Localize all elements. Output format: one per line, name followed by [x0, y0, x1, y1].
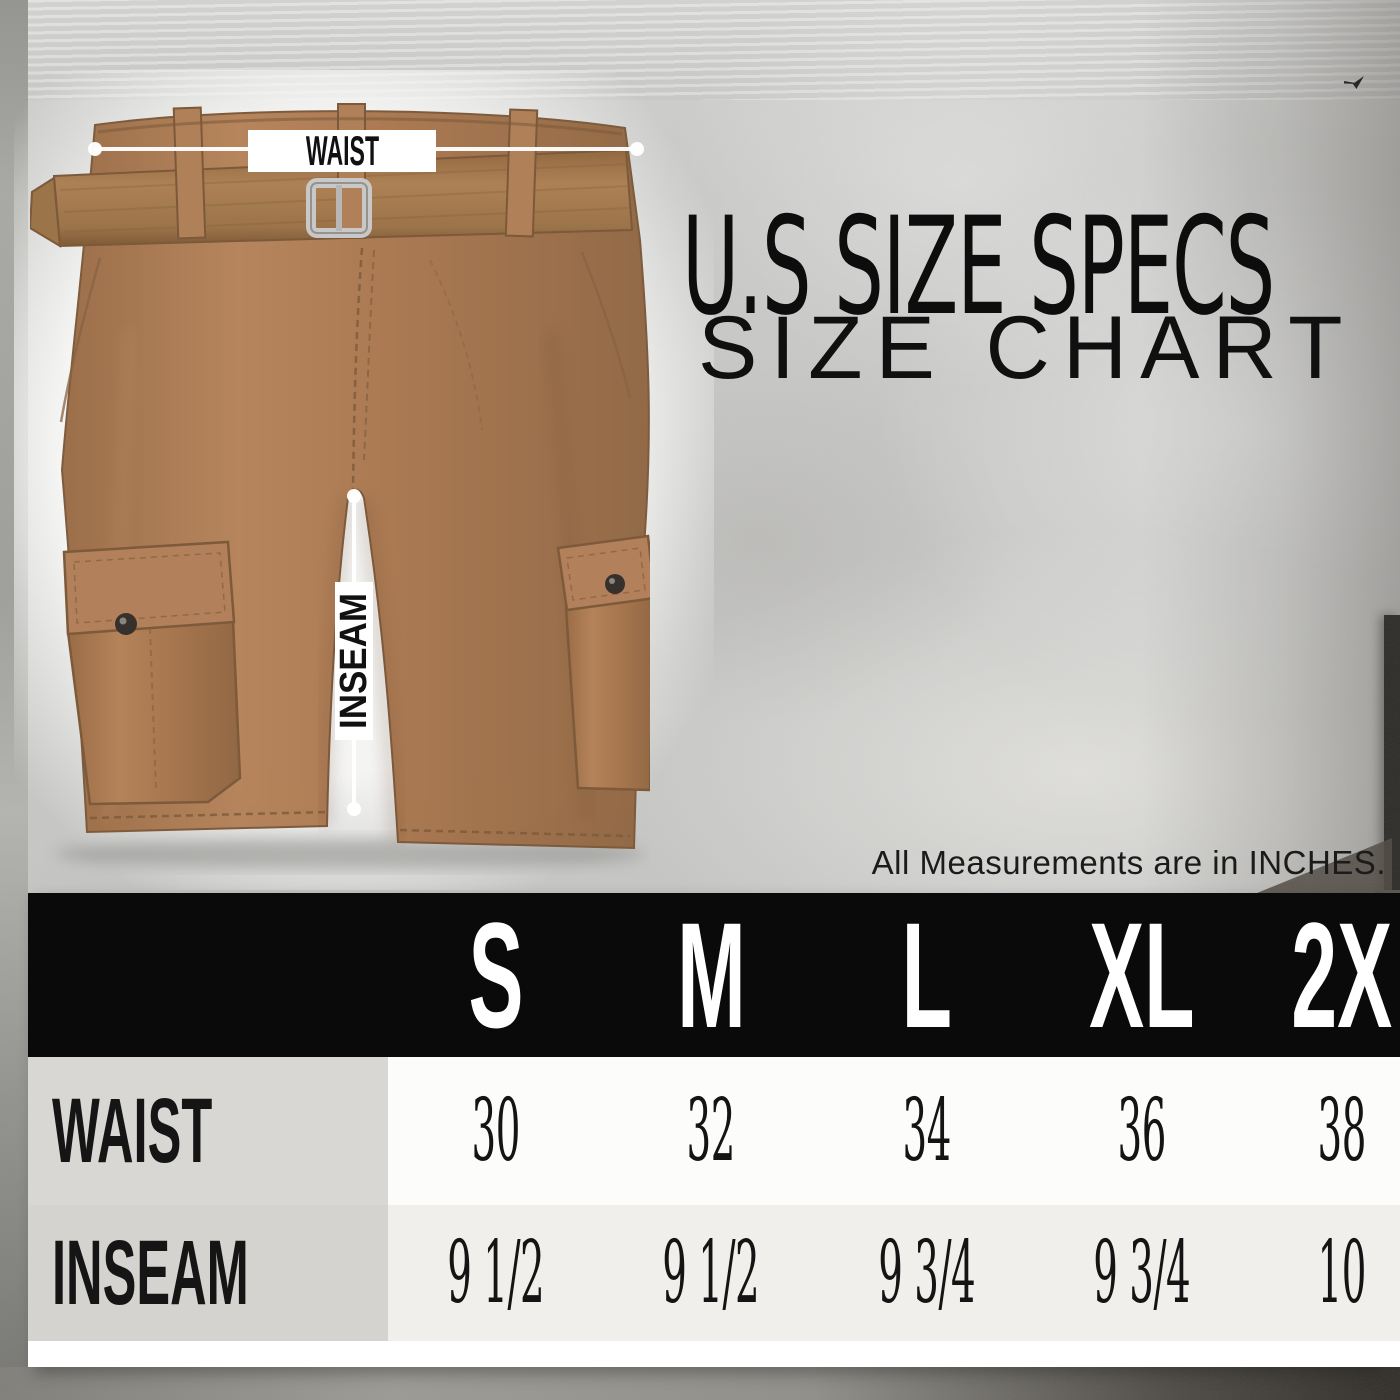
inseam-measure-dot-top	[347, 489, 361, 503]
background-bottom-edge	[0, 1367, 1400, 1400]
table-header-size-s: S	[388, 893, 604, 1057]
inseam-value-m: 9 1/2	[603, 1205, 819, 1341]
inseam-value-l: 9 3/4	[818, 1205, 1035, 1341]
size-chart-table: S M L XL 2X 3X WAIST 30 32 34 36 38 40 I…	[28, 893, 1400, 1367]
inseam-measure-dot-bottom	[347, 802, 361, 816]
inseam-measure-label-box: INSEAM	[333, 582, 376, 740]
inseam-value-2x: 10	[1249, 1205, 1400, 1341]
table-header-size-m: M	[603, 893, 819, 1057]
product-diagram-shorts: WAIST INSEAM	[28, 90, 657, 875]
cargo-shorts-illustration	[28, 103, 657, 869]
table-footer-strip	[28, 1341, 1400, 1367]
waist-measure-label: WAIST	[305, 127, 379, 174]
inseam-measure-label: INSEAM	[333, 593, 376, 729]
measurement-unit-note: All Measurements are in INCHES.	[871, 844, 1386, 881]
table-header-corner	[28, 893, 388, 1057]
table-row-label-waist: WAIST	[28, 1057, 388, 1205]
inseam-value-s: 9 1/2	[388, 1205, 604, 1341]
waist-value-xl: 36	[1034, 1057, 1250, 1205]
table-header-size-l: L	[818, 893, 1035, 1057]
page-subtitle: SIZE CHART	[698, 297, 1356, 397]
waist-value-s: 30	[388, 1057, 604, 1205]
waist-value-2x: 38	[1249, 1057, 1400, 1205]
table-header-size-xl: XL	[1034, 893, 1250, 1057]
table-row-label-inseam: INSEAM	[28, 1205, 388, 1341]
waist-measure-dot-left	[88, 142, 102, 156]
inseam-value-xl: 9 3/4	[1034, 1205, 1250, 1341]
waist-measure-dot-right	[630, 142, 644, 156]
table-header-size-2x: 2X	[1249, 893, 1400, 1057]
waist-value-l: 34	[818, 1057, 1035, 1205]
waist-value-m: 32	[603, 1057, 819, 1205]
page-title: U.S SIZE SPECS	[682, 188, 1275, 345]
waist-measure-label-box: WAIST	[248, 130, 436, 172]
